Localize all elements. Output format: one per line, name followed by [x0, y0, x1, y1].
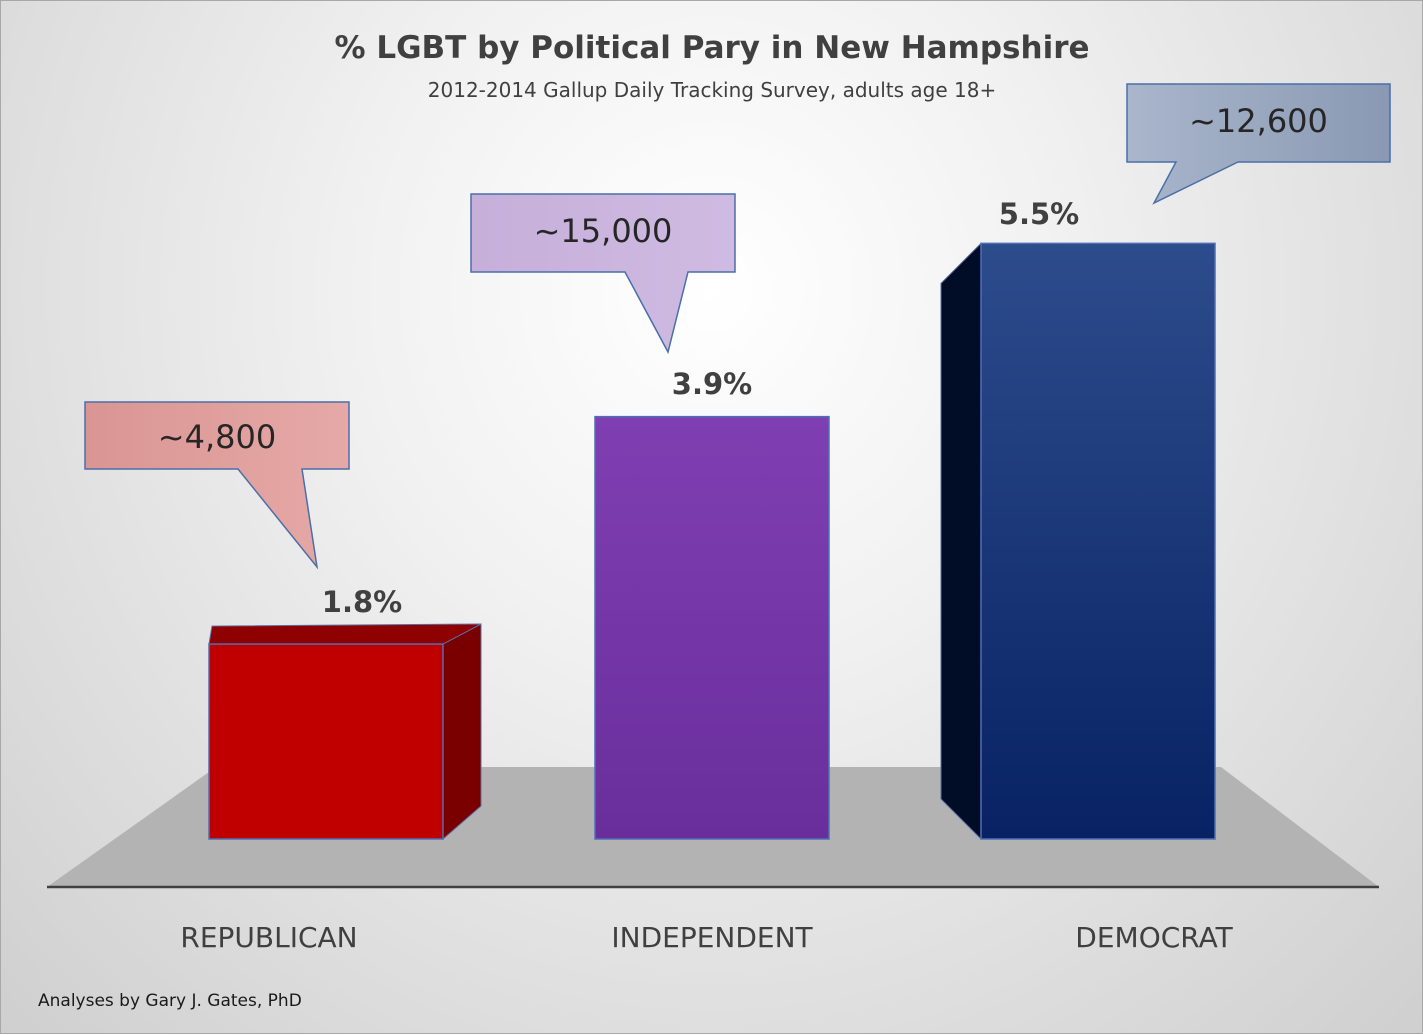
- callout-democrat: [1126, 83, 1391, 205]
- chart-title: % LGBT by Political Pary in New Hampshir…: [334, 30, 1089, 66]
- category-label-republican: REPUBLICAN: [180, 921, 357, 954]
- callout-independent: [470, 193, 736, 355]
- callout-democrat-text: ~12,600: [1189, 102, 1328, 140]
- callout-republican: [84, 401, 350, 570]
- labels-layer: 1.8% REPUBLICAN 3.9% INDEPENDENT 5.5% DEMOCRA…: [180, 197, 1233, 954]
- bar-republican: [208, 643, 444, 840]
- callout-independent-text: ~15,000: [534, 212, 673, 250]
- bar-democrat-side: [940, 242, 982, 841]
- category-label-democrat: DEMOCRAT: [1075, 921, 1233, 954]
- value-label-independent: 3.9%: [672, 367, 752, 401]
- bar-republican-top: [208, 623, 482, 645]
- callout-republican-text: ~4,800: [158, 418, 276, 456]
- value-label-republican: 1.8%: [322, 585, 402, 619]
- bar-republican-side: [442, 623, 482, 841]
- bar-independent: [594, 415, 830, 840]
- bar-democrat: [980, 242, 1216, 840]
- footer-note: Analyses by Gary J. Gates, PhD: [38, 991, 302, 1011]
- bars-layer: [208, 242, 1216, 841]
- value-label-democrat: 5.5%: [999, 197, 1079, 231]
- chart-subtitle: 2012-2014 Gallup Daily Tracking Survey, …: [428, 78, 996, 102]
- callouts-layer: ~4,800 ~15,000 ~12,600: [84, 83, 1391, 570]
- category-label-independent: INDEPENDENT: [611, 921, 813, 954]
